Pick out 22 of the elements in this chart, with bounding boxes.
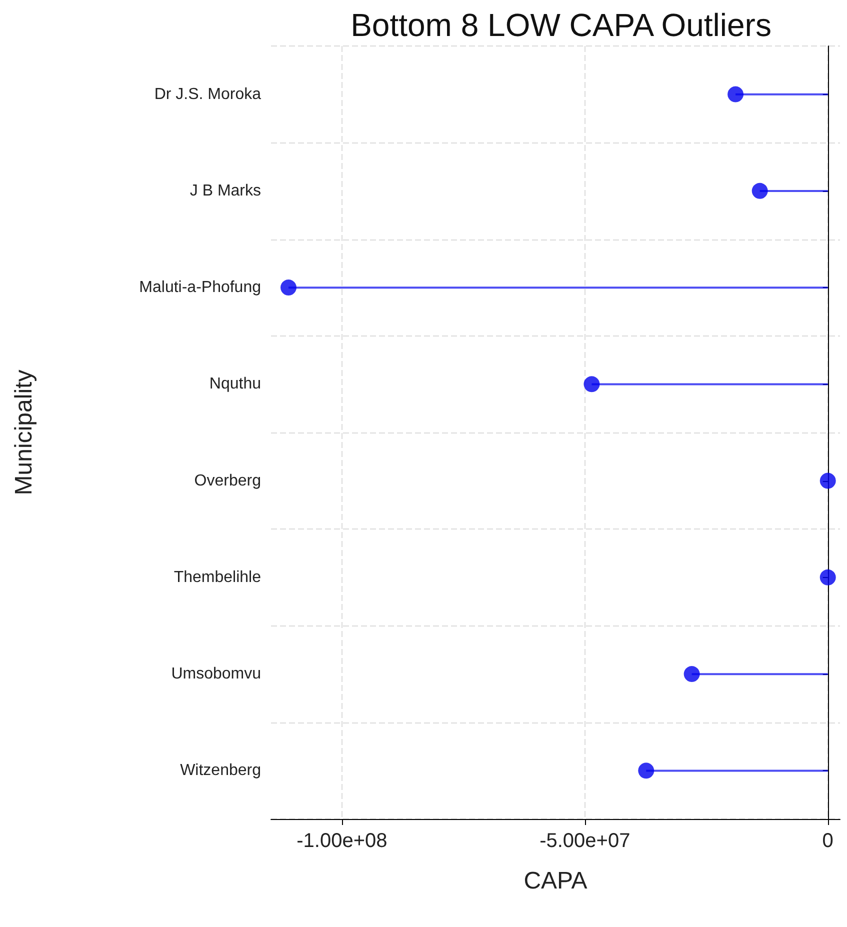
point xyxy=(820,472,836,489)
x-axis-title: CAPA xyxy=(524,868,588,894)
x-tick-label: -1.00e+08 xyxy=(296,830,388,852)
point xyxy=(752,182,768,199)
y-axis-title: Municipality xyxy=(10,370,38,496)
y-tick-label: J B Marks xyxy=(190,182,261,200)
y-tick-label: Nquthu xyxy=(209,376,261,393)
y-tick-label: Dr J.S. Moroka xyxy=(154,86,262,103)
y-tick-label: Thembelihle xyxy=(174,568,262,586)
point xyxy=(728,86,744,102)
chart-title: Bottom 8 LOW CAPA Outliers xyxy=(350,7,772,43)
y-tick-label: Umsobomvu xyxy=(171,666,261,683)
y-tick-label: Overberg xyxy=(194,472,261,490)
point xyxy=(684,666,700,682)
x-tick-label: 0 xyxy=(822,830,834,852)
x-tick-label: -5.00e+07 xyxy=(540,830,630,852)
y-tick-label: Witzenberg xyxy=(180,762,261,780)
y-tick-label: Maluti-a-Phofung xyxy=(139,279,261,296)
point xyxy=(820,569,836,586)
point xyxy=(638,762,654,779)
point xyxy=(280,280,296,296)
point xyxy=(584,376,600,392)
